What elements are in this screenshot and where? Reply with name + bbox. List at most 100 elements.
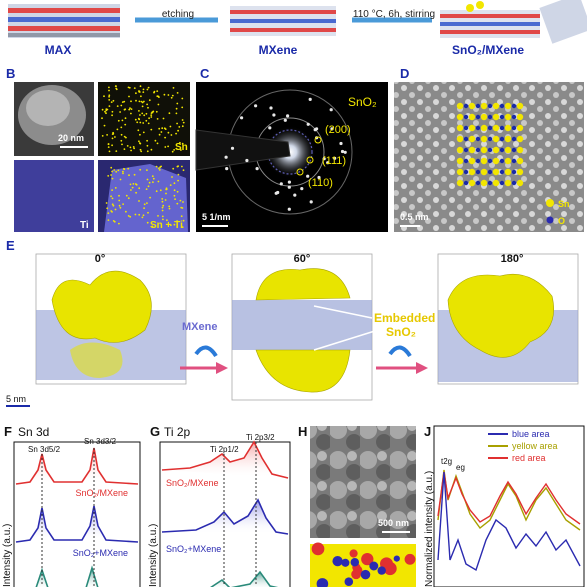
sn-atom bbox=[492, 157, 500, 165]
sn-map-dot bbox=[176, 122, 179, 125]
sn-map-dot bbox=[139, 148, 142, 151]
h-map bbox=[310, 544, 416, 587]
sn-map-dot bbox=[133, 87, 136, 89]
merge-map-dot bbox=[113, 169, 116, 171]
sn-atom bbox=[468, 135, 476, 143]
g-peak-label-2: Ti 2p3/2 bbox=[246, 433, 275, 442]
d-legend-sn-dot bbox=[546, 199, 554, 207]
merge-map-dot bbox=[164, 199, 167, 201]
sn-atom bbox=[516, 146, 524, 154]
h-sem-image bbox=[310, 426, 416, 538]
diffraction-spot bbox=[330, 127, 334, 131]
label-etching: etching bbox=[162, 9, 194, 20]
merge-map-dot bbox=[172, 167, 175, 170]
merge-map-dot bbox=[138, 213, 141, 216]
sn-atom bbox=[480, 157, 488, 165]
sn-map-dot bbox=[135, 92, 137, 95]
e-rotate-arrow-1 bbox=[180, 345, 228, 374]
o-atom bbox=[463, 158, 469, 164]
sn-map-dot bbox=[130, 149, 133, 152]
sn-atom bbox=[468, 113, 476, 121]
sn-map-dot bbox=[111, 144, 113, 147]
panel-letter-g: G bbox=[150, 424, 160, 439]
h-blue-region bbox=[360, 569, 371, 580]
j-ylabel: Normalized intensity (a.u.) bbox=[424, 471, 435, 587]
merge-map-dot bbox=[161, 215, 164, 218]
sn-atom bbox=[492, 124, 500, 132]
panel-g: G Ti 2p Intensity (a.u.) Ti 2p1/2 Ti 2p3… bbox=[148, 424, 291, 587]
sn-map-dot bbox=[146, 150, 149, 153]
merge-map-dot bbox=[162, 204, 165, 207]
sn-atom bbox=[468, 179, 476, 187]
merge-map-dot bbox=[134, 213, 137, 216]
h-blue-region bbox=[344, 577, 354, 586]
sn-map-dot bbox=[181, 106, 184, 109]
o-atom bbox=[499, 158, 505, 164]
diffraction-spot bbox=[322, 157, 326, 161]
g-ylabel: Intensity (a.u.) bbox=[148, 524, 159, 587]
merge-map-dot bbox=[173, 189, 176, 192]
sn-atom bbox=[492, 102, 500, 110]
sn-atom bbox=[456, 146, 464, 154]
merge-map-dot bbox=[170, 224, 172, 227]
sn-map-dot bbox=[132, 146, 135, 148]
h-blue-region bbox=[369, 561, 379, 571]
merge-map-dot bbox=[135, 191, 138, 194]
sn-map-dot bbox=[156, 142, 159, 145]
merge-map-dot bbox=[118, 222, 120, 225]
diffraction-spot bbox=[293, 193, 297, 197]
sn-map-dot bbox=[161, 127, 164, 130]
diffraction-spot bbox=[306, 174, 310, 178]
sn-map-dot bbox=[150, 128, 153, 131]
sn-map-dot bbox=[114, 136, 116, 138]
e-pointer-lower bbox=[313, 329, 379, 351]
h-red-region bbox=[311, 542, 325, 556]
merge-map-dot bbox=[155, 190, 158, 193]
diffraction-spot bbox=[225, 167, 229, 171]
sn-map-dot bbox=[108, 150, 111, 153]
merge-map-dot bbox=[118, 194, 120, 197]
sn-atom bbox=[456, 168, 464, 176]
sn-map-dot bbox=[142, 122, 145, 124]
sn-map-dot bbox=[142, 91, 145, 93]
merge-map-dot bbox=[157, 167, 160, 170]
merge-map-dot bbox=[177, 165, 180, 168]
merge-map-dot bbox=[149, 196, 152, 199]
merge-map-dot bbox=[159, 166, 162, 169]
o-atom bbox=[475, 114, 481, 120]
o-atom bbox=[463, 103, 469, 109]
panel-j: J Normalized intensity (a.u.) t2g eg blu… bbox=[424, 424, 585, 587]
merge-map-dot bbox=[125, 210, 127, 213]
o-atom bbox=[511, 114, 517, 120]
sn-map-dot bbox=[163, 93, 166, 96]
diffraction-spot bbox=[286, 114, 290, 118]
sn-map-dot bbox=[138, 100, 141, 103]
sn-map-dot bbox=[130, 100, 132, 103]
merge-map-dot bbox=[128, 174, 130, 177]
sn-map-dot bbox=[136, 121, 139, 124]
diffraction-spot bbox=[240, 116, 244, 120]
sn-atom bbox=[468, 157, 476, 165]
sn-map-dot bbox=[148, 99, 151, 102]
j-peak-eg: eg bbox=[456, 463, 465, 472]
sn-atom bbox=[468, 168, 476, 176]
sn-map-dot bbox=[158, 127, 161, 130]
sn-map-dot bbox=[124, 123, 127, 126]
sn-map-dot bbox=[140, 150, 143, 153]
sn-map-dot bbox=[125, 136, 127, 139]
panel-letter-d: D bbox=[400, 66, 409, 81]
sn-map-dot bbox=[129, 107, 131, 109]
sn-atom bbox=[480, 179, 488, 187]
sn-map-dot bbox=[153, 91, 155, 94]
merge-map-dot bbox=[166, 219, 168, 222]
sn-map-dot bbox=[124, 108, 127, 111]
sn-map-dot bbox=[167, 94, 170, 96]
sn-atom bbox=[492, 146, 500, 154]
diffraction-spot bbox=[333, 156, 337, 160]
sn-atom bbox=[504, 179, 512, 187]
f-curve-teal bbox=[35, 565, 99, 587]
b-haadf-highlight bbox=[26, 90, 70, 126]
sn-map-dot bbox=[128, 86, 131, 89]
sn-map-dot bbox=[170, 96, 173, 99]
b-ti-overlay bbox=[14, 160, 94, 232]
